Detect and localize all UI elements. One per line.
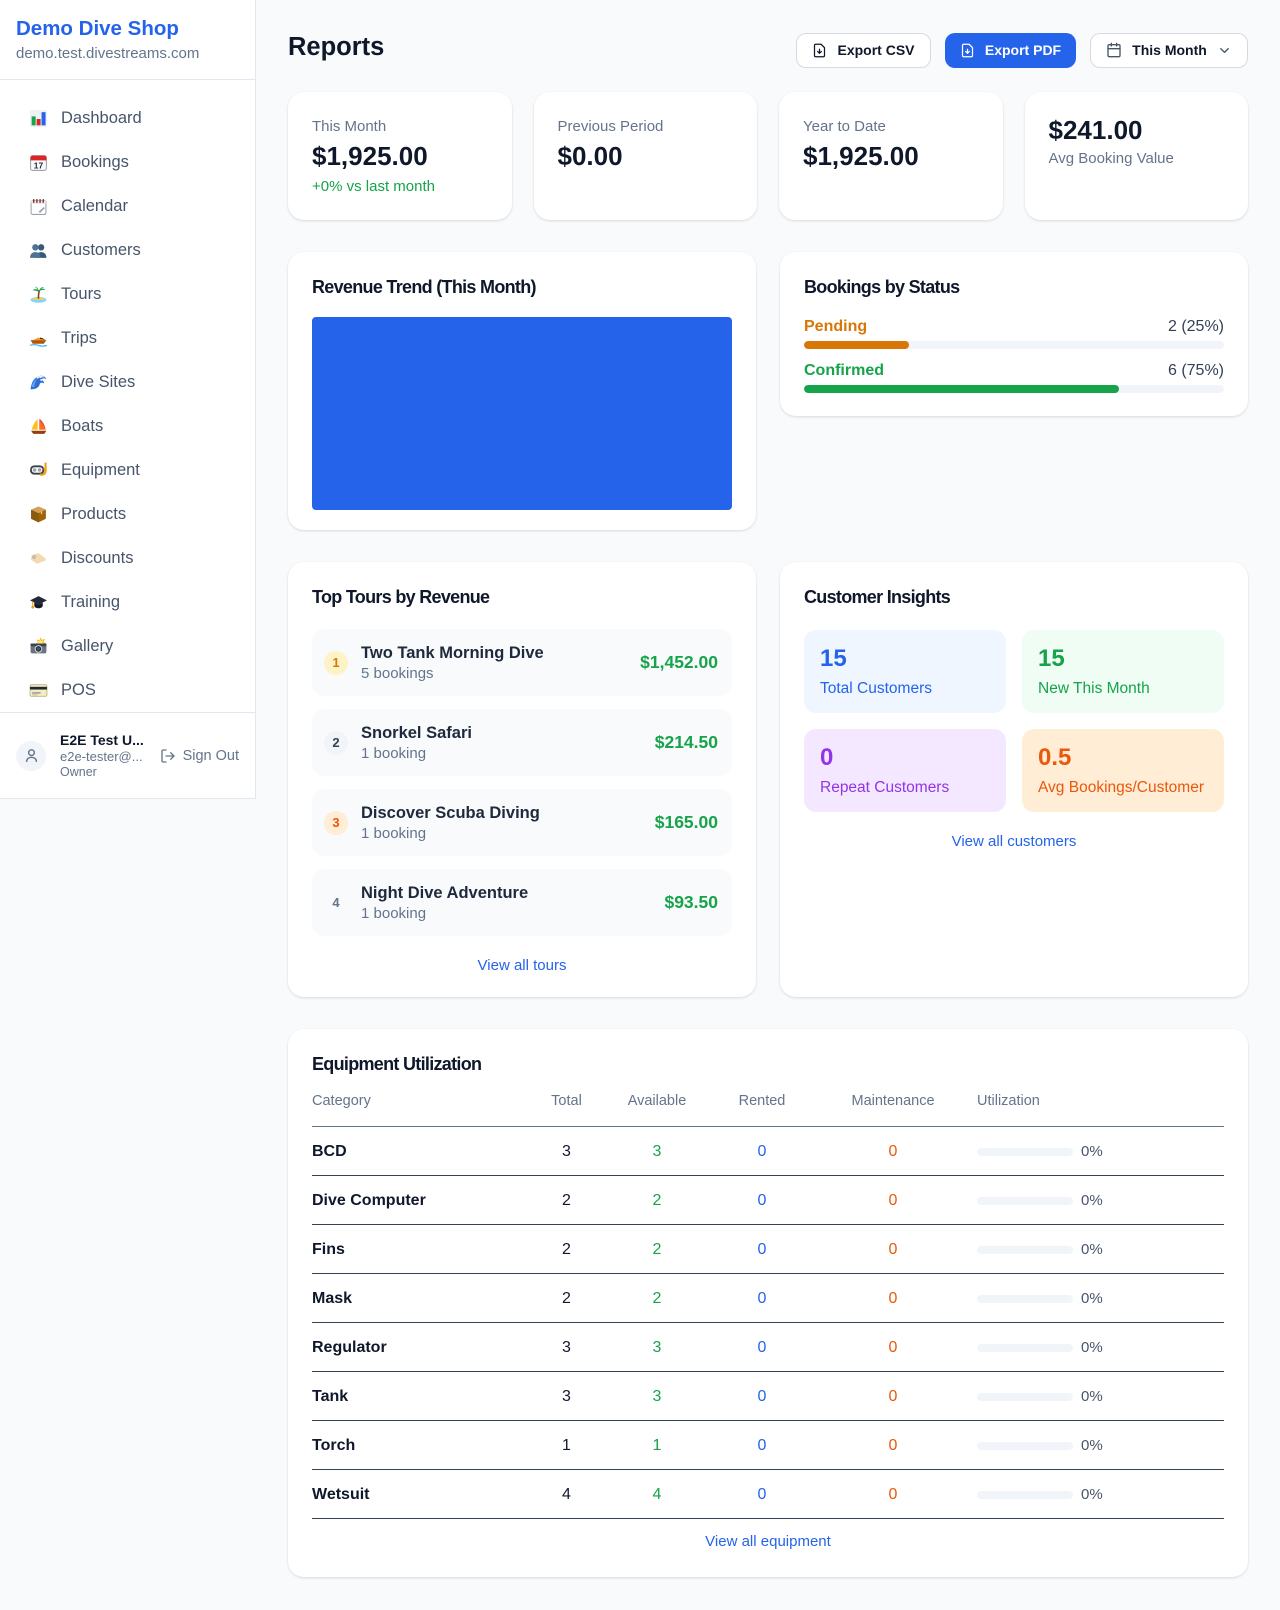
svg-text:17: 17 [34,160,44,170]
